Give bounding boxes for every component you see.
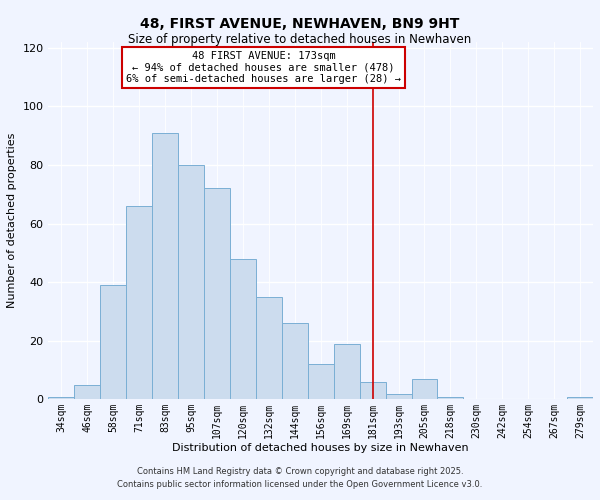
Bar (282, 324, 308, 400)
Bar (49, 396, 74, 400)
Bar (100, 285, 126, 400)
Bar (386, 394, 412, 400)
Text: Contains HM Land Registry data © Crown copyright and database right 2025.
Contai: Contains HM Land Registry data © Crown c… (118, 468, 482, 489)
Bar (437, 396, 463, 400)
Text: 48, FIRST AVENUE, NEWHAVEN, BN9 9HT: 48, FIRST AVENUE, NEWHAVEN, BN9 9HT (140, 18, 460, 32)
Bar (126, 206, 152, 400)
Bar (204, 188, 230, 400)
Y-axis label: Number of detached properties: Number of detached properties (7, 133, 17, 308)
Bar (152, 133, 178, 400)
Bar (567, 396, 593, 400)
Bar (230, 259, 256, 400)
Bar (334, 344, 359, 400)
Bar (256, 297, 282, 400)
Text: Size of property relative to detached houses in Newhaven: Size of property relative to detached ho… (128, 32, 472, 46)
Bar (359, 382, 386, 400)
Bar (178, 165, 204, 400)
Bar (412, 379, 437, 400)
Text: 48 FIRST AVENUE: 173sqm
← 94% of detached houses are smaller (478)
6% of semi-de: 48 FIRST AVENUE: 173sqm ← 94% of detache… (126, 50, 401, 84)
Bar (74, 385, 100, 400)
X-axis label: Distribution of detached houses by size in Newhaven: Distribution of detached houses by size … (172, 443, 469, 453)
Bar (308, 364, 334, 400)
